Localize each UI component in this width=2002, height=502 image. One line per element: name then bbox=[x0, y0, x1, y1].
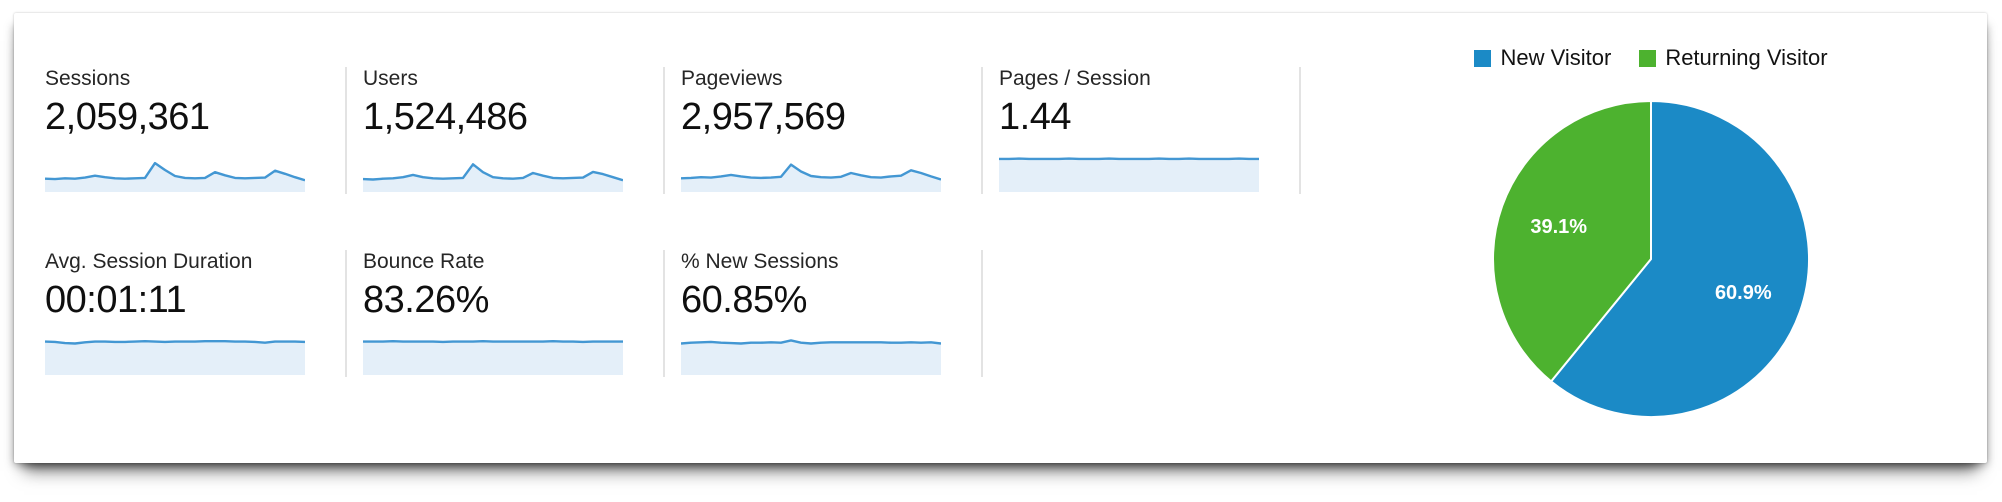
pie-slice-percentage-label: 60.9% bbox=[1715, 282, 1772, 304]
metric-card-percent-new-sessions: % New Sessions 60.85% bbox=[681, 250, 983, 377]
metric-label: Sessions bbox=[45, 67, 131, 90]
sparkline-area-fill bbox=[45, 341, 305, 375]
pie-slice-new-visitor bbox=[1550, 100, 1810, 418]
metric-sparkline bbox=[45, 161, 305, 192]
metric-sparkline bbox=[681, 163, 941, 192]
metric-card-pages-session: Pages / Session 1.44 bbox=[999, 67, 1301, 194]
metric-value: 1,524,486 bbox=[363, 96, 528, 138]
visitor-type-pie-section: New Visitor Returning Visitor 60.9% 39.1% bbox=[1416, 31, 1886, 429]
metric-label: Bounce Rate bbox=[363, 250, 485, 273]
metric-label: Pages / Session bbox=[999, 67, 1151, 90]
visitor-type-pie-chart: 60.9% 39.1% bbox=[1492, 100, 1810, 418]
metric-card-avg-session-duration: Avg. Session Duration 00:01:11 bbox=[45, 250, 347, 377]
metrics-row-1: Sessions 2,059,361 Users 1,524,486 Pageviews… bbox=[45, 67, 1317, 194]
pie-slice-percentage-label: 39.1% bbox=[1530, 216, 1587, 238]
sparkline-line bbox=[681, 163, 941, 181]
metrics-row-2: Avg. Session Duration 00:01:11 Bounce Rate… bbox=[45, 250, 1317, 377]
metric-sparkline bbox=[363, 340, 623, 375]
metric-card-pageviews: Pageviews 2,957,569 bbox=[681, 67, 983, 194]
legend-label: Returning Visitor bbox=[1665, 45, 1828, 70]
legend-swatch-icon bbox=[1639, 49, 1657, 67]
analytics-overview-card: Sessions 2,059,361 Users 1,524,486 Pageviews… bbox=[14, 13, 1987, 463]
metric-value: 2,059,361 bbox=[45, 96, 210, 138]
metric-label: Pageviews bbox=[681, 67, 783, 90]
sparkline-area-fill bbox=[363, 341, 623, 375]
sparkline-area-fill bbox=[681, 340, 941, 375]
metric-label: % New Sessions bbox=[681, 250, 839, 273]
metric-sparkline bbox=[363, 163, 623, 192]
metric-card-users: Users 1,524,486 bbox=[363, 67, 665, 194]
sparkline-line bbox=[45, 340, 305, 345]
metrics-panel: Sessions 2,059,361 Users 1,524,486 Pageviews… bbox=[45, 67, 1317, 377]
metric-sparkline bbox=[45, 340, 305, 375]
metric-value: 1.44 bbox=[999, 96, 1071, 138]
metric-value: 60.85% bbox=[681, 279, 807, 321]
metric-sparkline bbox=[681, 339, 941, 375]
metric-card-bounce-rate: Bounce Rate 83.26% bbox=[363, 250, 665, 377]
legend-label: New Visitor bbox=[1500, 45, 1612, 70]
sparkline-area-fill bbox=[45, 163, 305, 192]
metric-sparkline bbox=[999, 157, 1259, 192]
metric-value: 2,957,569 bbox=[681, 96, 846, 138]
pie-legend: New Visitor Returning Visitor bbox=[1416, 45, 1886, 71]
legend-swatch-icon bbox=[1474, 49, 1492, 67]
metric-value: 00:01:11 bbox=[45, 279, 187, 321]
pie-slice-returning-visitor bbox=[1492, 100, 1652, 383]
legend-item-new-visitor: New Visitor bbox=[1474, 45, 1611, 71]
sparkline-line bbox=[681, 339, 941, 345]
sparkline-area-fill bbox=[681, 164, 941, 192]
metric-label: Users bbox=[363, 67, 418, 90]
sparkline-line bbox=[363, 163, 623, 182]
sparkline-line bbox=[363, 340, 623, 344]
metric-label: Avg. Session Duration bbox=[45, 250, 253, 273]
metric-card-sessions: Sessions 2,059,361 bbox=[45, 67, 347, 194]
legend-item-returning-visitor: Returning Visitor bbox=[1639, 45, 1828, 71]
metric-value: 83.26% bbox=[363, 279, 489, 321]
sparkline-area-fill bbox=[999, 158, 1259, 192]
sparkline-line bbox=[45, 161, 305, 182]
